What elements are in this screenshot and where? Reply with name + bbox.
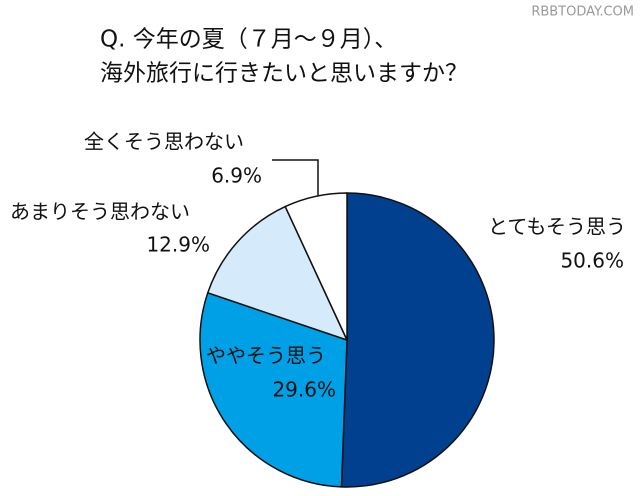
pie-slice: [340, 192, 495, 488]
pie-slice: [199, 291, 348, 488]
chart-subtitle: 海外旅行に行きたいと思いますか？: [100, 61, 468, 87]
category-label: あまりそう思わない: [10, 200, 190, 224]
pie-slice: [284, 192, 348, 341]
value-label: 12.9%: [146, 233, 210, 257]
pie-slice: [206, 205, 349, 342]
category-label: ややそう思う: [206, 344, 326, 368]
watermark: RBBTODAY.COM: [531, 5, 634, 20]
category-label: とてもそう思う: [488, 215, 626, 239]
value-label: 6.9%: [211, 164, 262, 188]
leader-line: [272, 159, 319, 202]
value-label: 50.6%: [560, 249, 624, 273]
chart-title: Q. 今年の夏（７月～９月）、: [100, 27, 397, 53]
value-label: 29.6%: [272, 378, 336, 402]
category-label: 全くそう思わない: [84, 130, 244, 154]
